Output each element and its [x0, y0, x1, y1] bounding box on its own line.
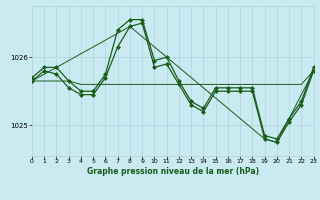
X-axis label: Graphe pression niveau de la mer (hPa): Graphe pression niveau de la mer (hPa) [87, 167, 259, 176]
